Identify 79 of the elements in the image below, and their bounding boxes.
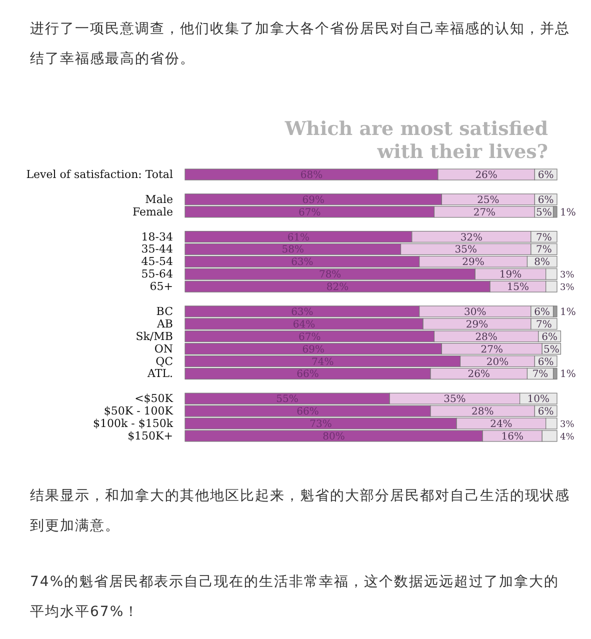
data-label: 7% <box>536 319 552 330</box>
data-label: 6% <box>538 194 554 206</box>
data-label: 82% <box>326 282 349 294</box>
y-tick-label: QC <box>156 354 173 368</box>
y-tick-label: 18-34 <box>141 230 173 244</box>
y-tick-label: $50K - 100K <box>104 404 174 418</box>
data-label: 24% <box>490 419 512 430</box>
data-label: 6% <box>538 406 554 418</box>
y-tick-label: ON <box>154 342 174 356</box>
data-label: 67% <box>298 332 321 343</box>
y-tick-label: 35-44 <box>141 242 173 256</box>
y-tick-label: Male <box>145 192 173 206</box>
data-label: 30% <box>464 306 486 318</box>
y-tick-label: 45-54 <box>141 255 173 268</box>
data-label: 55% <box>276 394 298 406</box>
data-label: 35% <box>454 244 477 256</box>
data-label: 35% <box>444 394 466 406</box>
data-label: 27% <box>473 207 496 218</box>
chart-title: Which are most satisfied with their lives? <box>284 118 548 163</box>
y-tick-label: AB <box>156 317 173 330</box>
data-label: 74% <box>312 356 334 368</box>
data-label: 6% <box>538 356 554 368</box>
y-tick-label: $150K+ <box>128 429 173 442</box>
y-tick-label: ATL. <box>146 367 173 380</box>
data-label: 16% <box>501 431 524 442</box>
data-label: 1% <box>560 207 576 218</box>
y-tick-label: Sk/MB <box>136 330 173 343</box>
data-label: 3% <box>560 420 575 430</box>
data-label: 26% <box>468 369 490 380</box>
y-tick-label: 65+ <box>150 280 173 294</box>
data-label: 25% <box>477 194 500 206</box>
data-label: 66% <box>296 406 319 418</box>
data-label: 3% <box>560 283 575 294</box>
data-label: 15% <box>506 282 530 294</box>
data-label: 69% <box>302 194 324 206</box>
data-label: 68% <box>300 170 323 181</box>
data-label: 6% <box>542 332 558 343</box>
data-label: 26% <box>475 170 498 181</box>
data-label: 69% <box>302 344 324 356</box>
y-tick-label: BC <box>156 304 173 318</box>
data-label: 63% <box>291 257 314 268</box>
data-label: 7% <box>536 232 552 244</box>
y-tick-label: Level of satisfaction: Total <box>26 168 174 181</box>
data-label: 64% <box>292 319 316 330</box>
data-label: 63% <box>291 306 314 318</box>
y-tick-label: Female <box>132 205 173 218</box>
data-label: 6% <box>534 306 550 318</box>
data-label: 5% <box>543 344 560 356</box>
data-label: 7% <box>532 369 548 380</box>
data-label: 78% <box>318 270 342 281</box>
y-tick-label: 55-64 <box>141 268 173 281</box>
data-label: 7% <box>536 244 552 256</box>
data-label: 19% <box>499 270 522 281</box>
data-label: 29% <box>466 319 488 330</box>
text: 74%的魁省居民都表示自己现在的生活非常幸福，这个数据远远超过了加拿大的平均水平67%！ <box>30 573 560 622</box>
data-label: 27% <box>480 344 504 356</box>
data-label: 80% <box>322 431 345 442</box>
text: 进行了一项民意调查，他们收集了加拿大各个省份居民对自己幸福感的认知，并总结了幸福感最高的省份。 <box>30 20 570 69</box>
data-label: 4% <box>560 432 575 442</box>
data-label: 10% <box>527 394 550 406</box>
data-label: 66% <box>296 369 319 380</box>
data-label: 5% <box>536 207 552 218</box>
data-label: 58% <box>282 244 304 256</box>
data-label: 61% <box>287 232 310 244</box>
data-label: 67% <box>298 207 321 218</box>
data-label: 29% <box>462 257 484 268</box>
data-label: 28% <box>475 332 498 343</box>
y-tick-label: <$50K <box>134 392 174 406</box>
data-label: 6% <box>538 170 554 181</box>
data-label: 3% <box>560 270 575 281</box>
text: 结果显示，和加拿大的其他地区比起来，魁省的大部分居民都对自己生活的现状感到更加满意。 <box>30 487 570 536</box>
data-label: 1% <box>560 369 576 380</box>
data-label: 1% <box>560 306 576 318</box>
data-label: 20% <box>486 356 509 368</box>
data-label: 32% <box>460 232 483 244</box>
data-label: 8% <box>534 257 550 268</box>
y-tick-label: $100k - $150k <box>92 417 174 430</box>
data-label: 73% <box>310 419 332 430</box>
data-label: 28% <box>471 406 494 418</box>
